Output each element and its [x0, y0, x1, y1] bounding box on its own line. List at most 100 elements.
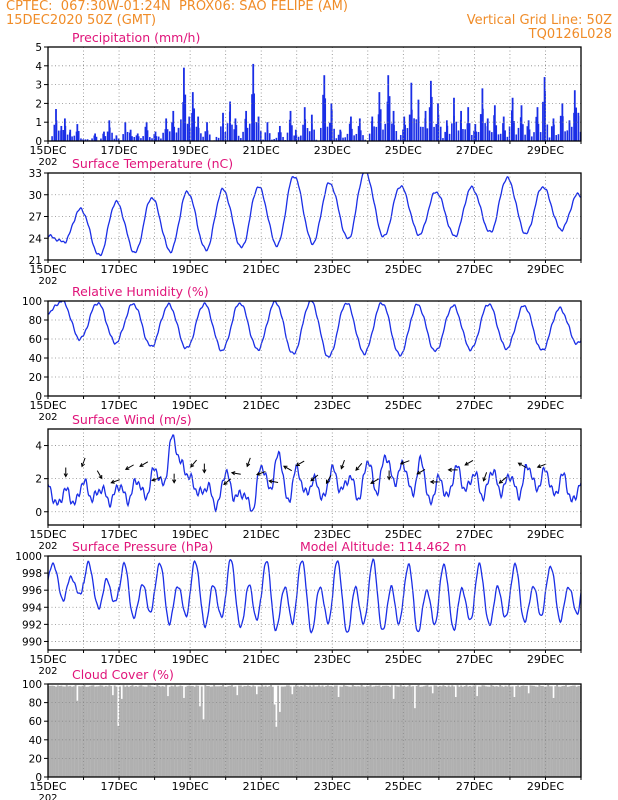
precip-peak-bar	[266, 122, 269, 141]
precip-bar	[157, 136, 160, 141]
precip-peak-bar	[424, 110, 427, 141]
panel-title-precip: Precipitation (mm/h)	[72, 30, 200, 45]
y-tick-label: 21	[29, 255, 42, 267]
panel-frame-wind	[47, 428, 582, 526]
wind-arrow-head	[370, 480, 375, 484]
precip-bar	[293, 135, 295, 141]
cloud-bar	[200, 686, 203, 777]
cloud-bar	[488, 686, 491, 777]
cloud-bar	[229, 685, 232, 777]
precip-bar	[526, 126, 529, 141]
cloud-bar	[202, 719, 205, 777]
wind-arrow	[256, 471, 266, 476]
cloud-bar	[490, 685, 493, 777]
cloud-bar	[481, 685, 484, 777]
header-grid-line: Vertical Grid Line: 50Z	[466, 13, 612, 28]
cloud-bar	[465, 685, 468, 777]
precip-bar	[570, 126, 573, 141]
precip-bar	[162, 132, 164, 141]
cloud-bar	[142, 686, 145, 777]
cloud-bar	[278, 711, 281, 777]
x-tick-label: 27DEC	[456, 144, 493, 157]
precip-peak-bar	[245, 110, 248, 141]
precip-bar	[217, 137, 220, 141]
cloud-bar	[334, 685, 336, 777]
cloud-bar	[190, 685, 193, 777]
precip-bar	[233, 129, 235, 141]
cloud-bar	[101, 685, 104, 777]
precip-bar	[468, 123, 471, 141]
cloud-bar	[90, 685, 93, 777]
cloud-bar	[145, 686, 148, 777]
cloud-bar	[310, 686, 313, 777]
precip-peak-bar	[252, 63, 255, 141]
wind-arrow	[139, 461, 149, 467]
precip-bar	[255, 122, 258, 141]
y-tick-label: 1	[35, 117, 42, 129]
precip-peak-bar	[486, 118, 489, 141]
precip-peak-bar	[378, 92, 381, 141]
cloud-bar	[485, 686, 487, 777]
cloud-bar	[99, 685, 102, 777]
precip-bar	[106, 131, 109, 141]
cloud-bar	[215, 686, 217, 777]
panel-cloud	[44, 683, 582, 780]
precip-bar	[84, 139, 87, 141]
cloud-bar	[48, 685, 50, 777]
cloud-bar	[302, 686, 304, 777]
panel-temp	[44, 172, 582, 263]
cloud-bar	[408, 684, 411, 777]
cloud-bar	[383, 685, 386, 777]
cloud-bar	[85, 686, 88, 777]
cloud-bar	[120, 698, 123, 777]
precip-bar	[275, 137, 278, 141]
precip-peak-bar	[129, 129, 132, 141]
cloud-bar	[366, 685, 368, 777]
cloud-bar	[355, 686, 358, 777]
x-tick-label: 21DEC	[243, 263, 280, 276]
precip-bar	[204, 131, 207, 141]
cloud-bar	[497, 686, 500, 777]
cloud-bar	[536, 686, 539, 777]
precip-bar	[166, 129, 169, 141]
precip-bar	[153, 134, 156, 141]
x-year-label: 202	[38, 541, 57, 552]
precip-peak-bar	[577, 112, 580, 141]
wind-arrow-head	[98, 474, 103, 480]
precip-bar	[419, 126, 422, 141]
cloud-bar	[563, 685, 566, 777]
cloud-bar	[565, 685, 567, 777]
precip-bar	[464, 129, 466, 141]
cloud-bar	[78, 686, 81, 777]
wind-arrow	[464, 460, 474, 466]
cloud-bar	[135, 686, 137, 777]
precip-bar	[497, 134, 500, 141]
cloud-bar	[246, 685, 249, 777]
precip-bar	[73, 135, 76, 141]
precip-bar	[180, 119, 182, 141]
cloud-bar	[65, 685, 68, 777]
cloud-bar	[207, 686, 210, 777]
wind-arrow-head	[283, 465, 288, 470]
cloud-bar	[508, 685, 511, 777]
precip-bar	[413, 118, 415, 141]
cloud-bar	[151, 686, 153, 777]
precip-bar	[280, 132, 282, 141]
cloud-bar	[53, 685, 56, 777]
precip-peak-bar	[222, 112, 224, 141]
cloud-bar	[495, 686, 498, 777]
cloud-bar	[470, 686, 473, 777]
wind-arrow	[190, 459, 197, 468]
precip-bar	[550, 126, 553, 141]
wind-arrow-head	[429, 479, 435, 485]
precip-bar	[522, 124, 524, 141]
precip-bar	[348, 123, 351, 141]
cloud-bar	[55, 686, 58, 777]
cloud-bar	[438, 685, 441, 777]
precip-bar	[160, 138, 162, 141]
y-tick-label: 3	[35, 80, 42, 92]
precip-peak-bar	[568, 120, 571, 141]
precip-bar	[135, 135, 138, 141]
precip-peak-bar	[115, 135, 118, 141]
precip-peak-bar	[278, 125, 281, 141]
